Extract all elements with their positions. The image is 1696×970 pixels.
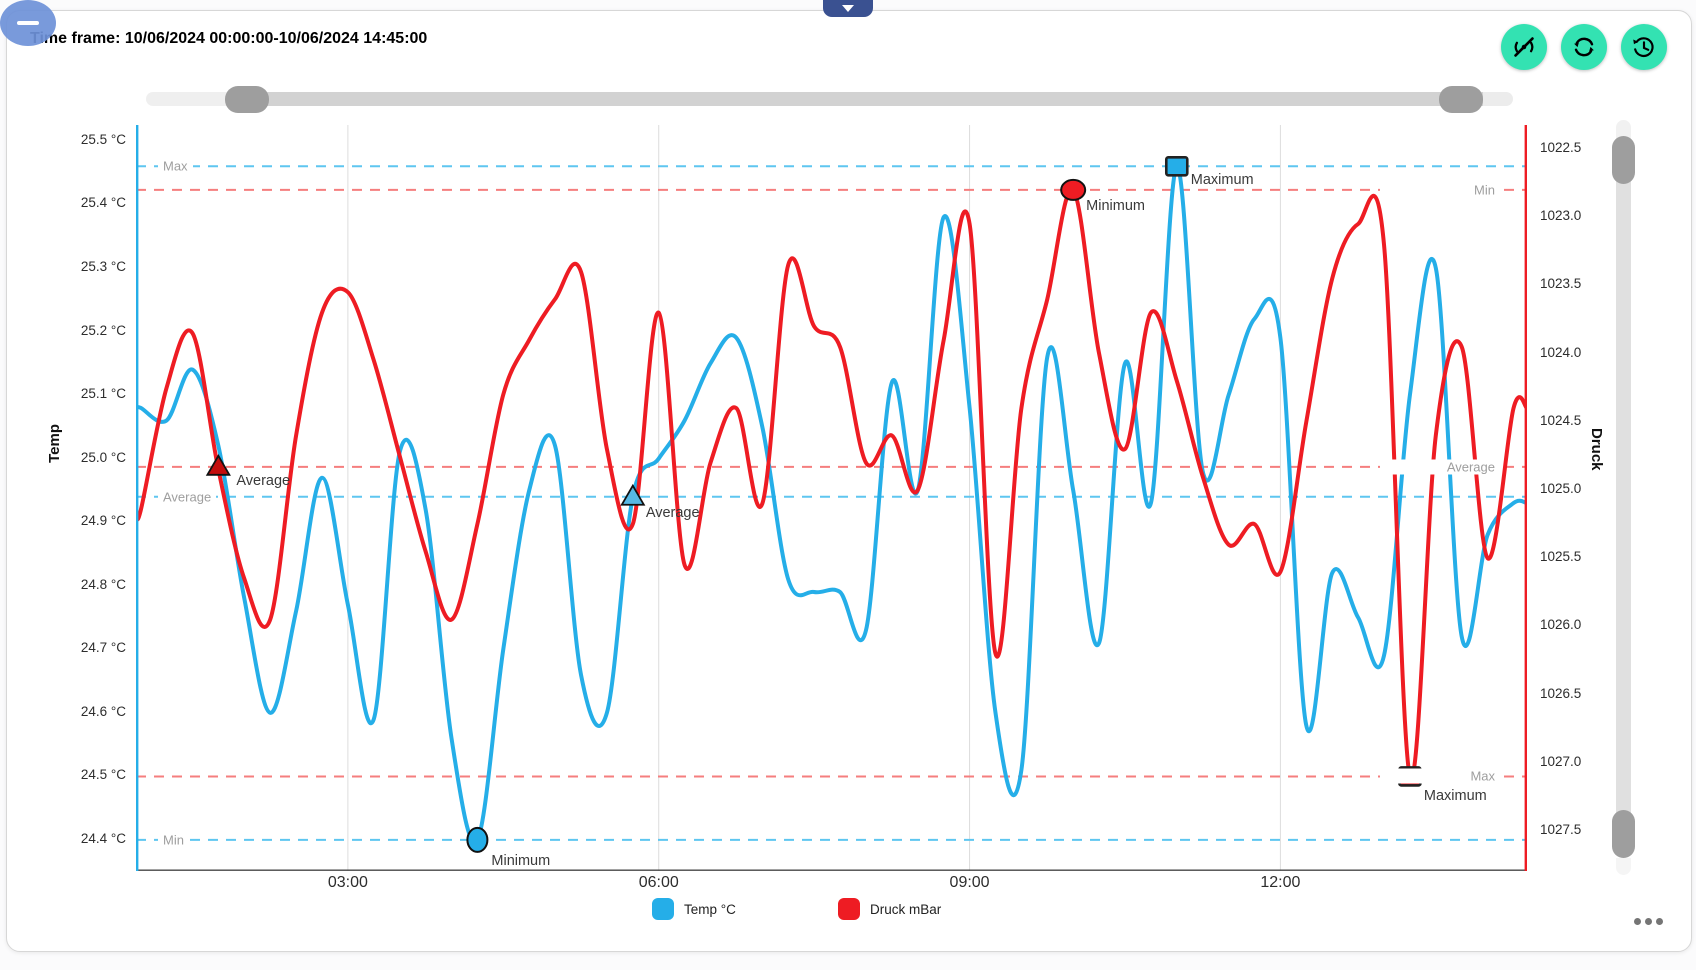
time-range-thumb-start[interactable] [225, 86, 269, 113]
refresh-icon [1574, 37, 1594, 57]
time-range-track[interactable] [247, 92, 1483, 106]
value-range-track-top[interactable] [1616, 120, 1631, 140]
legend-item-druck[interactable]: Druck mBar [838, 898, 941, 920]
refresh-button[interactable] [1561, 24, 1607, 70]
value-range-thumb-bottom[interactable] [1612, 810, 1635, 858]
time-range-track-right[interactable] [1483, 92, 1513, 106]
live-signal-off-button[interactable] [1501, 24, 1547, 70]
signal-off-icon [1514, 37, 1534, 57]
druck-legend-label: Druck mBar [870, 901, 942, 917]
right-axis-title: Druck [1588, 428, 1605, 471]
value-range-track-bottom[interactable] [1616, 858, 1631, 875]
druck-legend-swatch [838, 898, 860, 920]
minus-icon [17, 21, 39, 25]
value-range-thumb-top[interactable] [1612, 136, 1635, 184]
collapse-panel-button[interactable] [823, 0, 873, 17]
zoom-out-button[interactable] [0, 0, 56, 46]
left-axis-title: Temp [46, 424, 63, 463]
more-options-button[interactable] [1634, 918, 1663, 925]
history-icon [1633, 37, 1654, 58]
time-frame-title: Time frame: 10/06/2024 00:00:00-10/06/20… [30, 30, 428, 47]
time-range-thumb-end[interactable] [1439, 86, 1483, 113]
legend-item-temp[interactable]: Temp °C [652, 898, 736, 920]
temp-legend-label: Temp °C [684, 901, 736, 917]
chevron-down-icon [842, 5, 854, 12]
ellipsis-icon [1634, 918, 1641, 925]
history-button[interactable] [1621, 24, 1667, 70]
time-range-track-left[interactable] [146, 92, 247, 106]
value-range-track[interactable] [1616, 140, 1631, 818]
chart-plot-area[interactable] [136, 125, 1527, 871]
temp-legend-swatch [652, 898, 674, 920]
